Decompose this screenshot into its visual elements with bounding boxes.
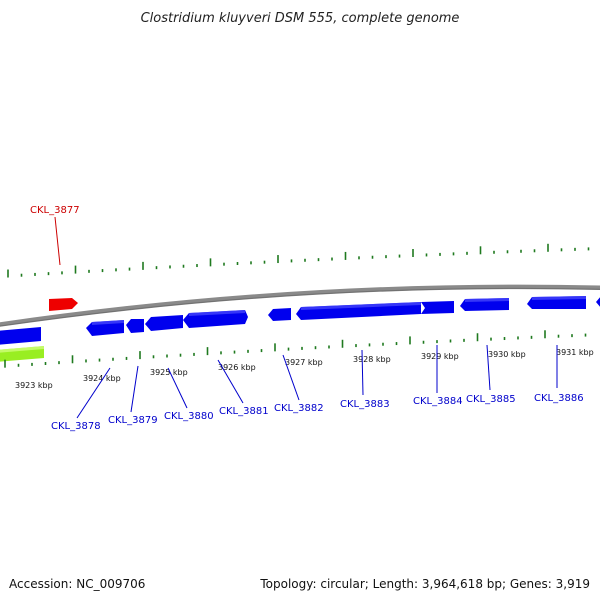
gene-label-leaders	[54, 216, 558, 419]
gene-arrow-right-partial[interactable]	[596, 296, 600, 308]
genome-backbone-shadow	[0, 287, 600, 327]
tick-label: 3923 kbp	[15, 381, 53, 390]
upper-skew-track	[7, 243, 590, 278]
tick-label: 3928 kbp	[353, 355, 391, 364]
tick-label: 3925 kbp	[150, 368, 188, 377]
leader-ckl-3885	[486, 344, 491, 391]
gene-arrow-ckl-3879[interactable]	[126, 319, 144, 333]
gene-label-ckl-3882[interactable]: CKL_3882	[274, 403, 324, 414]
gene-arrow-ckl-3882[interactable]	[268, 308, 291, 321]
lower-scale-track	[4, 330, 587, 368]
gene-arrow-ckl-3884[interactable]	[421, 301, 454, 314]
tick-label: 3926 kbp	[218, 363, 256, 372]
gene-label-ckl-3884[interactable]: CKL_3884	[413, 396, 463, 407]
gene-highlight	[0, 346, 44, 353]
leader-ckl-3880	[167, 367, 188, 409]
gene-arrow-ckl-3877[interactable]	[49, 298, 78, 311]
gene-highlight	[301, 302, 421, 310]
tick-label: 3924 kbp	[83, 374, 121, 383]
gene-highlight	[189, 310, 245, 316]
tick-label: 3929 kbp	[421, 352, 459, 361]
genome-summary-text: Topology: circular; Length: 3,964,618 bp…	[260, 577, 590, 591]
tick-label: 3930 kbp	[488, 350, 526, 359]
leader-ckl-3878	[76, 367, 111, 419]
gene-arrow-left-partial[interactable]	[0, 327, 41, 345]
gene-arrow-ckl-3880[interactable]	[145, 315, 183, 331]
gene-label-ckl-3881[interactable]: CKL_3881	[219, 406, 269, 417]
gene-label-ckl-3886[interactable]: CKL_3886	[534, 393, 584, 404]
leader-ckl-3877	[54, 216, 61, 266]
tick-label: 3927 kbp	[285, 358, 323, 367]
genome-backbone	[0, 284, 600, 327]
gene-arrow-track	[0, 296, 600, 362]
map-title: Clostridium kluyveri DSM 555, complete g…	[141, 11, 460, 26]
gene-labels: CKL_3877 CKL_3878 CKL_3879 CKL_3880 CKL_…	[30, 205, 584, 432]
scale-tick-labels: 3923 kbp 3924 kbp 3925 kbp 3926 kbp 3927…	[15, 348, 594, 390]
gene-label-ckl-3883[interactable]: CKL_3883	[340, 399, 390, 410]
gene-label-ckl-3879[interactable]: CKL_3879	[108, 415, 158, 426]
gene-highlight	[532, 296, 586, 300]
leader-ckl-3881	[217, 359, 244, 404]
gene-highlight	[465, 298, 509, 302]
leader-ckl-3882	[282, 354, 300, 401]
leader-ckl-3883	[361, 349, 364, 396]
gene-label-ckl-3877[interactable]: CKL_3877	[30, 205, 80, 216]
gene-highlight	[92, 320, 124, 325]
leader-ckl-3879	[130, 365, 139, 413]
gene-label-ckl-3878[interactable]: CKL_3878	[51, 421, 101, 432]
tick-label: 3931 kbp	[556, 348, 594, 357]
accession-text: Accession: NC_009706	[9, 577, 146, 591]
gene-label-ckl-3880[interactable]: CKL_3880	[164, 411, 214, 422]
gene-label-ckl-3885[interactable]: CKL_3885	[466, 394, 516, 405]
